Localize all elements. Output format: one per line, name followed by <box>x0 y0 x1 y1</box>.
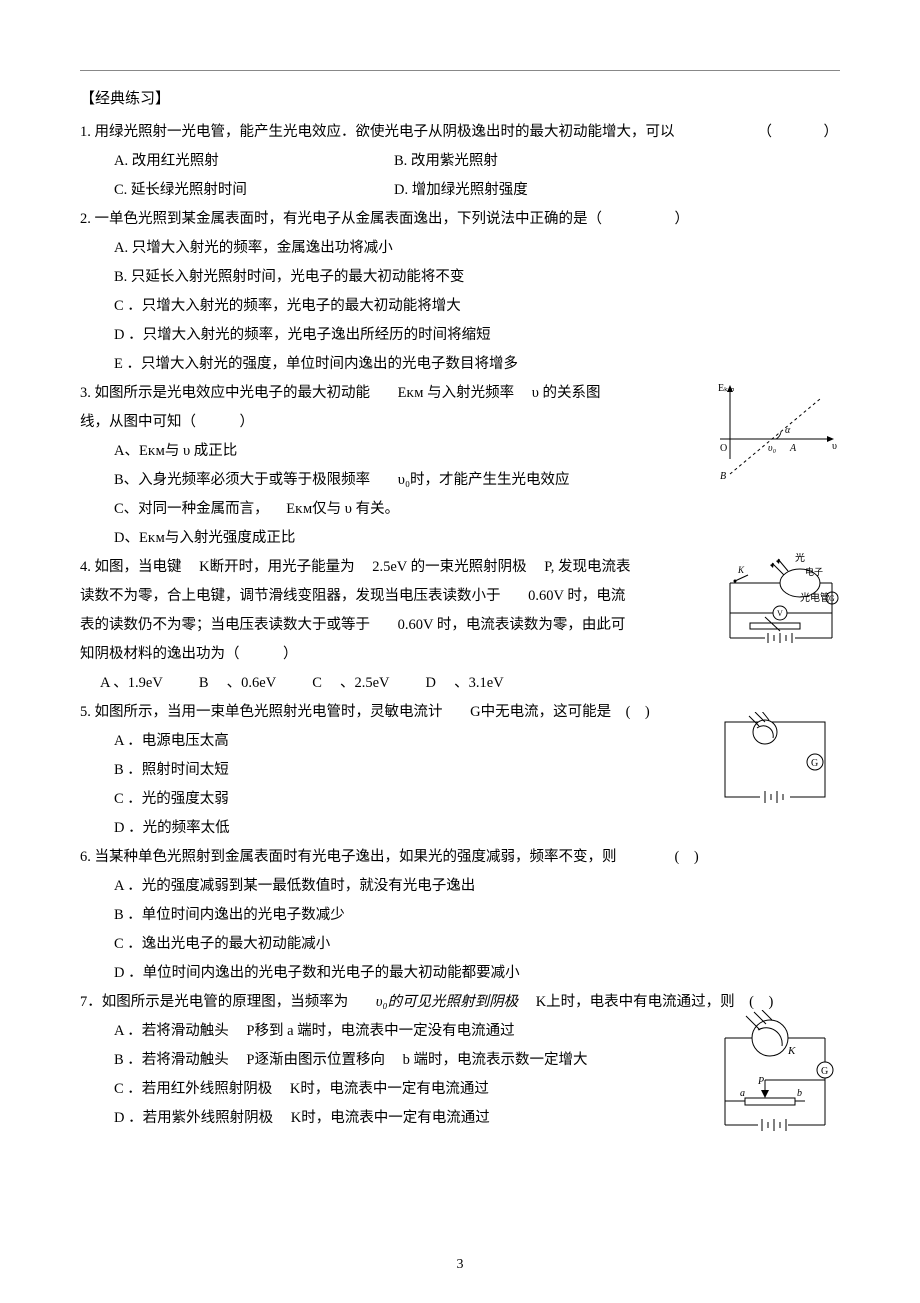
q3-v0: υ₀ <box>768 443 777 454</box>
q4-K: K <box>737 565 745 575</box>
q3-figure: Eₖₘ υ O υ₀ α A B <box>710 379 840 489</box>
q4-l1b: K断开时，用光子能量为 <box>199 559 354 575</box>
q4-electron: 电子 <box>805 566 823 577</box>
q3-stem1-c: υ 的关系图 <box>532 385 601 401</box>
q2-opt-a: A. 只增大入射光的频率，金属逸出功将减小 <box>114 234 840 263</box>
q7-b2: P逐渐由图示位置移向 <box>246 1052 385 1068</box>
q3-opt-b2: υ₀时，才能产生生光电效应 <box>398 472 570 488</box>
q4-opt-d: D 、3.1eV <box>426 669 504 698</box>
q4-l3a: 表的读数仍不为零；当电压表读数大于或等于 <box>80 617 370 633</box>
q7-a1: A ．若将滑动触头 <box>114 1023 229 1039</box>
q1-opt-a: A. 改用红光照射 <box>114 147 394 176</box>
q1-options-row2: C. 延长绿光照射时间 D. 增加绿光照射强度 <box>80 176 840 205</box>
question-4: 光 电子 光电管 G K V <box>80 553 840 698</box>
q7-figure: K G a b P <box>710 1010 840 1140</box>
q4-opt-c: C 、2.5eV <box>312 669 389 698</box>
q7-circuit-svg: K G a b P <box>710 1010 840 1140</box>
q5-figure: G <box>710 712 840 812</box>
q3-A: A <box>789 443 797 454</box>
q6-opt-d: D ．单位时间内逸出的光电子数和光电子的最大初动能都要减小 <box>114 959 840 988</box>
question-7: K G a b P <box>80 988 840 1133</box>
q7-d2: K时，电流表中一定有电流通过 <box>291 1110 490 1126</box>
q4-G: G <box>829 594 835 603</box>
q1-paren: （ ） <box>758 118 841 147</box>
page: 【经典练习】 1. 用绿光照射一光电管，能产生光电效应．欲使光电子从阴极逸出时的… <box>0 0 920 1303</box>
q4-opt-b: B 、0.6eV <box>199 669 276 698</box>
q4-l3b: 0.60V 时，电流表读数为零，由此可 <box>398 617 626 633</box>
q4-tube: 光电管 <box>800 591 830 604</box>
question-3: Eₖₘ υ O υ₀ α A B 3. 如图所示是光电效应中光电子的最大初动能 … <box>80 379 840 553</box>
q2-opt-d: D ．只增大入射光的频率，光电子逸出所经历的时间将缩短 <box>114 321 840 350</box>
q7-d1: D ．若用紫外线照射阴极 <box>114 1110 273 1126</box>
q7-stem-a: 7．如图所示是光电管的原理图，当频率为 <box>80 994 348 1010</box>
q3-stem1-a: 3. 如图所示是光电效应中光电子的最大初动能 <box>80 385 370 401</box>
q3-alpha: α <box>785 425 791 436</box>
q7-a2: P移到 a 端时，电流表中一定没有电流通过 <box>246 1023 514 1039</box>
q1-stem: 1. 用绿光照射一光电管，能产生光电效应．欲使光电子从阴极逸出时的最大初动能增大… <box>80 118 840 147</box>
q3-xlabel: υ <box>832 441 837 452</box>
q5-opt-d: D ．光的频率太低 <box>114 814 840 843</box>
q2-opt-b: B. 只延长入射光照射时间，光电子的最大初动能将不变 <box>114 263 840 292</box>
q3-opt-c1: C、对同一种金属而言， <box>114 501 269 517</box>
q7-K: K <box>787 1045 796 1057</box>
q6-options: A ．光的强度减弱到某一最低数值时，就没有光电子逸出 B ．单位时间内逸出的光电… <box>80 872 840 988</box>
q7-P: P <box>757 1076 764 1087</box>
q3-B: B <box>720 471 726 482</box>
q5-circuit-svg: G <box>715 712 835 812</box>
q3-opt-b1: B、入身光频率必须大于或等于极限频率 <box>114 472 370 488</box>
q2-options: A. 只增大入射光的频率，金属逸出功将减小 B. 只延长入射光照射时间，光电子的… <box>80 234 840 379</box>
page-number: 3 <box>0 1257 920 1273</box>
q6-stem: 6. 当某种单色光照射到金属表面时有光电子逸出，如果光的强度减弱，频率不变，则 … <box>80 843 840 872</box>
q7-stem-b: υ₀的可见光照射到阴极 <box>376 994 518 1010</box>
q7-a: a <box>740 1088 745 1099</box>
q1-opt-c: C. 延长绿光照射时间 <box>114 176 394 205</box>
q2-stem: 2. 一单色光照到某金属表面时，有光电子从金属表面逸出，下列说法中正确的是（ ） <box>80 205 840 234</box>
q3-opt-d: D、Eᴋᴍ与入射光强度成正比 <box>114 524 840 553</box>
q4-V: V <box>777 609 783 618</box>
q1-options: A. 改用红光照射 B. 改用紫光照射 <box>80 147 840 176</box>
q4-circuit-svg: 光 电子 光电管 G K V <box>710 553 840 653</box>
q7-b1: B ．若将滑动触头 <box>114 1052 229 1068</box>
q3-opt-c: C、对同一种金属而言， Eᴋᴍ仅与 υ 有关。 <box>114 495 840 524</box>
q4-opt-a: A 、1.9eV <box>100 669 163 698</box>
question-5: G 5. 如图所示，当用一束单色光照射光电管时，灵敏电流计 G中无电流，这可能是… <box>80 698 840 843</box>
q1-stem-text: 1. 用绿光照射一光电管，能产生光电效应．欲使光电子从阴极逸出时的最大初动能增大… <box>80 124 675 140</box>
q4-light: 光 <box>795 553 805 564</box>
q5-G: G <box>811 758 818 769</box>
q1-opt-d: D. 增加绿光照射强度 <box>394 176 674 205</box>
q7-b: b <box>797 1088 802 1099</box>
q3-stem1-b: Eᴋᴍ 与入射光频率 <box>398 385 514 401</box>
q4-l1d: P, 发现电流表 <box>544 559 630 575</box>
q3-origin: O <box>720 443 727 454</box>
q3-graph-svg: Eₖₘ υ O υ₀ α A B <box>710 379 840 489</box>
q5-stem-b: G中无电流，这可能是 ( ) <box>470 704 650 720</box>
section-title: 【经典练习】 <box>80 87 840 108</box>
q4-figure: 光 电子 光电管 G K V <box>710 553 840 653</box>
q7-G: G <box>821 1066 828 1077</box>
q6-opt-b: B ．单位时间内逸出的光电子数减少 <box>114 901 840 930</box>
q6-opt-a: A ．光的强度减弱到某一最低数值时，就没有光电子逸出 <box>114 872 840 901</box>
question-6: 6. 当某种单色光照射到金属表面时有光电子逸出，如果光的强度减弱，频率不变，则 … <box>80 843 840 988</box>
q2-opt-c: C ．只增大入射光的频率，光电子的最大初动能将增大 <box>114 292 840 321</box>
q4-l1a: 4. 如图，当电键 <box>80 559 182 575</box>
q7-b3: b 端时，电流表示数一定增大 <box>403 1052 588 1068</box>
q3-opt-c2: Eᴋᴍ仅与 υ 有关。 <box>286 501 399 517</box>
question-1: 1. 用绿光照射一光电管，能产生光电效应．欲使光电子从阴极逸出时的最大初动能增大… <box>80 118 840 205</box>
q7-c1: C ．若用红外线照射阴极 <box>114 1081 272 1097</box>
q6-opt-c: C ．逸出光电子的最大初动能减小 <box>114 930 840 959</box>
question-2: 2. 一单色光照到某金属表面时，有光电子从金属表面逸出，下列说法中正确的是（ ）… <box>80 205 840 379</box>
q4-l2b: 0.60V 时，电流 <box>528 588 625 604</box>
q3-ylabel: Eₖₘ <box>718 383 735 394</box>
q1-opt-b: B. 改用紫光照射 <box>394 147 674 176</box>
q7-stem-c: K上时，电表中有电流通过，则 ( ) <box>536 994 774 1010</box>
top-rule <box>80 70 840 71</box>
q4-l2a: 读数不为零，合上电键，调节滑线变阻器，发现当电压表读数小于 <box>80 588 501 604</box>
q4-l1c: 2.5eV 的一束光照射阴极 <box>372 559 526 575</box>
q2-opt-e: E ．只增大入射光的强度，单位时间内逸出的光电子数目将增多 <box>114 350 840 379</box>
q7-c2: K时，电流表中一定有电流通过 <box>290 1081 489 1097</box>
q5-stem-a: 5. 如图所示，当用一束单色光照射光电管时，灵敏电流计 <box>80 704 443 720</box>
q4-options: A 、1.9eV B 、0.6eV C 、2.5eV D 、3.1eV <box>80 669 840 698</box>
